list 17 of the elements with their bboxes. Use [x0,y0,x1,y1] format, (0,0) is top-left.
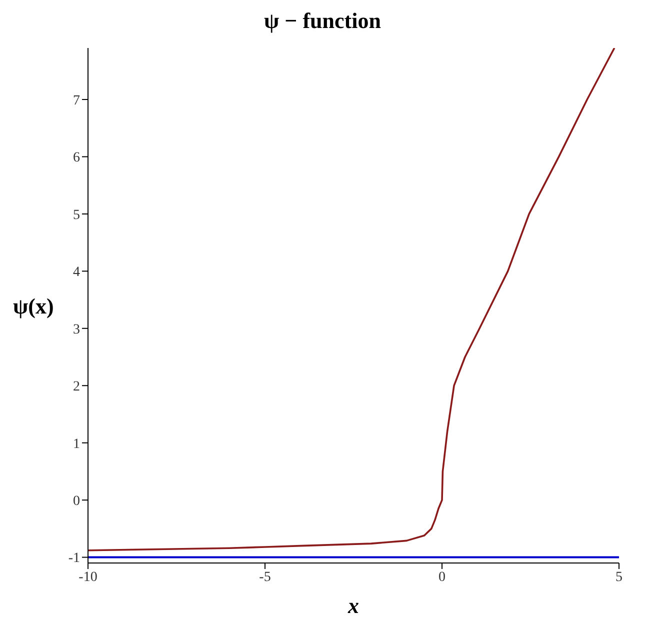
line-series [88,48,616,552]
y-tick-label: 1 [73,436,80,452]
y-tick-label: 2 [73,380,80,395]
chart-title: ψ − function [263,8,382,35]
y-tick-label: -1 [68,551,80,566]
x-tick-label: 5 [616,570,622,585]
x-tick-label: -10 [78,570,98,585]
y-tick-label: 6 [73,150,80,166]
x-tick-label: -5 [259,570,271,585]
y-tick-label: 4 [73,265,80,280]
y-tick-label: 0 [73,494,80,510]
y-tick-label: 7 [73,93,80,108]
y-tick-label: 5 [73,208,80,223]
x-axis-title: x [347,593,359,618]
y-axis-title: ψ(x) [13,293,54,318]
x-tick-label: 0 [438,570,446,585]
y-tick-label: 3 [73,322,80,338]
